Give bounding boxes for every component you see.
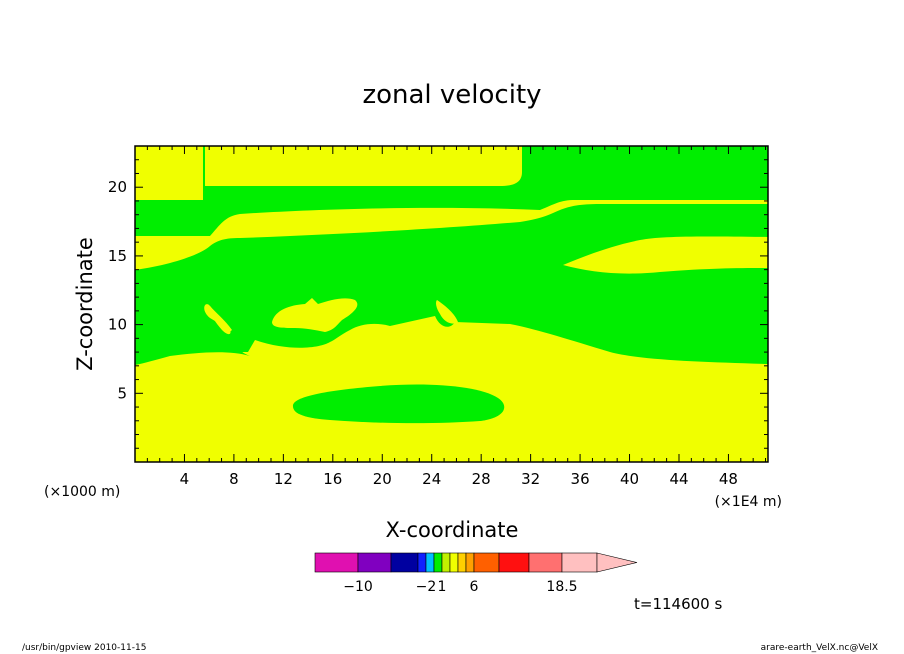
colorbar-segment <box>433 552 443 573</box>
colorbar-label: −2 <box>416 579 437 595</box>
contour-band-upper-left <box>135 146 768 236</box>
x-axis-ticks: 4 8 12 16 20 24 28 32 36 40 44 48 <box>146 146 767 488</box>
colorbar-segment <box>417 552 427 573</box>
colorbar-segment <box>314 552 359 573</box>
y-tick-label: 20 <box>108 178 127 196</box>
x-tick-label: 24 <box>422 470 441 488</box>
colorbar-segment <box>561 552 598 573</box>
colorbar-segment <box>441 552 451 573</box>
colorbar-label: 1 <box>438 579 447 595</box>
y-tick-label: 10 <box>108 316 127 334</box>
y-axis-label: Z-coordinate <box>73 237 97 371</box>
x-unit-label: (×1E4 m) <box>715 494 782 510</box>
colorbar-label: −10 <box>343 579 373 595</box>
colorbar <box>314 552 638 573</box>
time-label: t=114600 s <box>634 595 722 613</box>
x-tick-label: 16 <box>323 470 342 488</box>
x-tick-label: 12 <box>274 470 293 488</box>
colorbar-segment <box>449 552 459 573</box>
contour-island-b <box>210 306 231 335</box>
colorbar-segment <box>528 552 563 573</box>
x-axis-label: X-coordinate <box>386 518 519 542</box>
contour-lower-ellipse <box>292 384 505 424</box>
colorbar-segment <box>465 552 475 573</box>
colorbar-arrow <box>596 552 638 573</box>
x-tick-label: 40 <box>620 470 639 488</box>
colorbar-segment <box>357 552 392 573</box>
x-tick-label: 36 <box>571 470 590 488</box>
x-tick-label: 44 <box>669 470 688 488</box>
chart-title: zonal velocity <box>362 80 541 110</box>
colorbar-segment <box>498 552 530 573</box>
x-tick-label: 48 <box>719 470 738 488</box>
contour-island-c <box>436 300 458 324</box>
x-tick-label: 8 <box>229 470 239 488</box>
footer-right: arare-earth_VelX.nc@VelX <box>761 643 878 653</box>
plot-frame <box>134 145 769 463</box>
footer-left: /usr/bin/gpview 2010-11-15 <box>22 643 146 653</box>
colorbar-labels: −10 −2 1 6 18.5 <box>343 579 577 595</box>
contour-island-a <box>272 298 358 332</box>
y-axis-ticks: 5 10 15 20 <box>108 159 768 449</box>
x-tick-label: 20 <box>373 470 392 488</box>
y-tick-label: 15 <box>108 247 127 265</box>
x-tick-label: 32 <box>521 470 540 488</box>
y-tick-label: 5 <box>117 384 127 402</box>
colorbar-segment <box>390 552 419 573</box>
colorbar-segment <box>425 552 435 573</box>
colorbar-label: 6 <box>470 579 479 595</box>
y-unit-label: (×1000 m) <box>44 484 120 500</box>
colorbar-label: 18.5 <box>546 579 577 595</box>
colorbar-segment <box>473 552 500 573</box>
x-tick-label: 4 <box>180 470 190 488</box>
x-tick-label: 28 <box>472 470 491 488</box>
colorbar-segment <box>457 552 467 573</box>
